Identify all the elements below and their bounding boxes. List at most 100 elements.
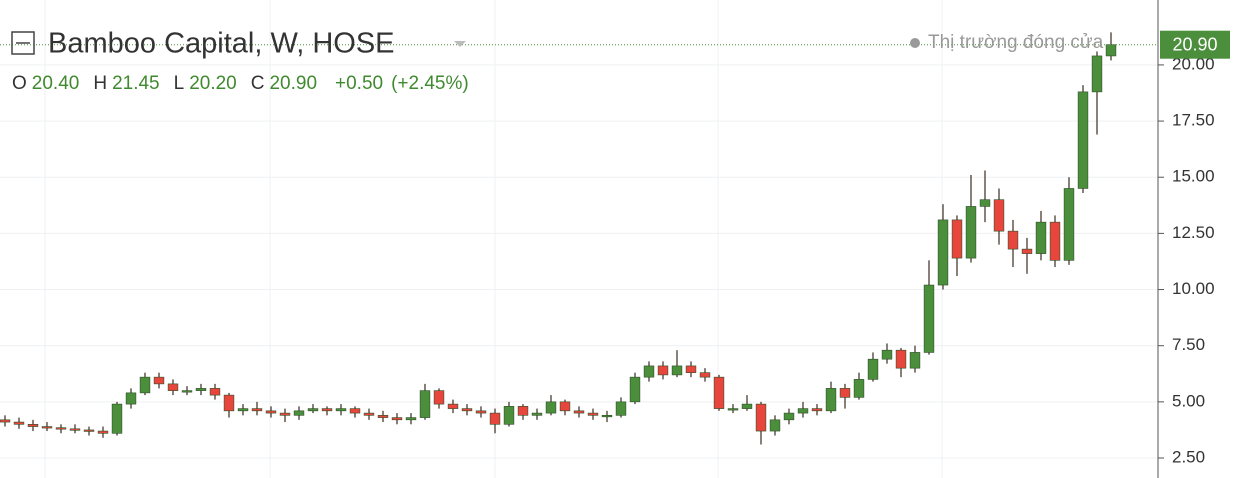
legend-value: 20.90: [269, 73, 317, 94]
ohlc-legend: O 20.40 H 21.45 L 20.20 C 20.90 +0.50 (+2.45%): [12, 73, 469, 94]
candle-body: [629, 376, 641, 403]
legend-key: O: [12, 73, 27, 94]
y-tick-label: 20.00: [1172, 54, 1215, 73]
candle-body: [1105, 44, 1117, 57]
y-tick-label: 10.00: [1172, 279, 1215, 298]
candle-body: [671, 365, 683, 376]
market-status: Thị trường đóng cửa: [928, 32, 1104, 53]
candle-body: [475, 410, 487, 414]
candle-body: [825, 388, 837, 412]
candle-body: [181, 390, 193, 393]
candle-body: [741, 403, 753, 409]
candle-body: [1007, 230, 1019, 250]
status-dot: [910, 38, 920, 48]
candle-body: [1021, 248, 1033, 254]
candle-body: [83, 429, 95, 432]
last-price-label: 20.90: [1172, 34, 1217, 54]
candle-body: [111, 403, 123, 434]
candle-body: [1035, 221, 1047, 254]
change: +0.50: [335, 73, 383, 94]
candle-body: [601, 415, 613, 418]
y-tick-label: 17.50: [1172, 111, 1215, 130]
candle-body: [335, 408, 347, 412]
legend-key: L: [174, 73, 185, 94]
candle-body: [391, 417, 403, 421]
candle-body: [937, 219, 949, 286]
candle-body: [13, 421, 25, 425]
candle-body: [881, 349, 893, 360]
candle-body: [489, 412, 501, 425]
candle-body: [909, 352, 921, 369]
candle-body: [993, 199, 1005, 232]
candle-body: [377, 415, 389, 418]
dropdown-arrow[interactable]: [454, 41, 466, 47]
candle-body: [265, 410, 277, 414]
candle-body: [97, 430, 109, 434]
candle-body: [965, 206, 977, 259]
chart-title: Bamboo Capital, W, HOSE: [48, 28, 395, 60]
candle-body: [797, 408, 809, 414]
legend-value: 20.40: [32, 73, 80, 94]
candle-body: [433, 390, 445, 405]
candle-body: [895, 349, 907, 369]
candle-body: [69, 428, 81, 431]
candle-body: [251, 408, 263, 412]
candle-body: [699, 372, 711, 378]
candle-body: [531, 412, 543, 416]
candle-body: [615, 401, 627, 416]
candle-body: [279, 412, 291, 416]
candle-body: [237, 408, 249, 412]
candle-body: [321, 408, 333, 412]
candle-body: [167, 383, 179, 391]
y-axis-labels: 2.50 5.00 7.50 10.00 12.50 15.00 17.50 20.00: [1158, 54, 1215, 466]
candle-body: [685, 365, 697, 373]
legend-value: 20.20: [189, 73, 237, 94]
candle-body: [839, 388, 851, 398]
candle-body: [461, 408, 473, 412]
vertical-grid: [44, 0, 943, 478]
candle-body: [727, 408, 739, 411]
candle-body: [517, 406, 529, 416]
candle-body: [307, 408, 319, 412]
y-tick-label: 5.00: [1172, 391, 1205, 410]
last-price-tag: [1160, 30, 1230, 59]
legend-key: C: [251, 73, 265, 94]
candle-body: [853, 379, 865, 398]
candle-body: [447, 403, 459, 409]
candle-body: [195, 388, 207, 391]
candle-body: [1049, 221, 1061, 261]
candle-body: [545, 401, 557, 414]
candle-body: [1091, 55, 1103, 93]
candle-body: [643, 365, 655, 378]
candle-body: [811, 408, 823, 412]
candle-body: [293, 410, 305, 416]
y-tick-label: 2.50: [1172, 447, 1205, 466]
candle-body: [223, 394, 235, 412]
candle-body: [503, 406, 515, 425]
candle-body: [349, 408, 361, 414]
candle-body: [139, 376, 151, 394]
candle-body: [209, 388, 221, 396]
candle-body: [783, 412, 795, 421]
candle-body: [769, 419, 781, 432]
y-tick-label: 12.50: [1172, 223, 1215, 242]
candle-body: [125, 392, 137, 405]
candle-body: [405, 417, 417, 421]
candle-body: [153, 376, 165, 385]
legend-key: H: [93, 73, 107, 94]
candle-body: [867, 358, 879, 380]
grid: [0, 64, 1158, 459]
change-percent: (+2.45%): [391, 73, 469, 94]
candle-body: [1063, 188, 1075, 261]
candle-body: [363, 412, 375, 416]
candle-body: [587, 412, 599, 416]
candles: [0, 32, 1117, 445]
candle-body: [951, 219, 963, 259]
candle-body: [573, 410, 585, 414]
collapse-button[interactable]: [11, 31, 35, 55]
candle-body: [1077, 91, 1089, 189]
candle-body: [41, 426, 53, 429]
y-tick-label: 15.00: [1172, 167, 1215, 186]
candle-body: [27, 424, 39, 427]
